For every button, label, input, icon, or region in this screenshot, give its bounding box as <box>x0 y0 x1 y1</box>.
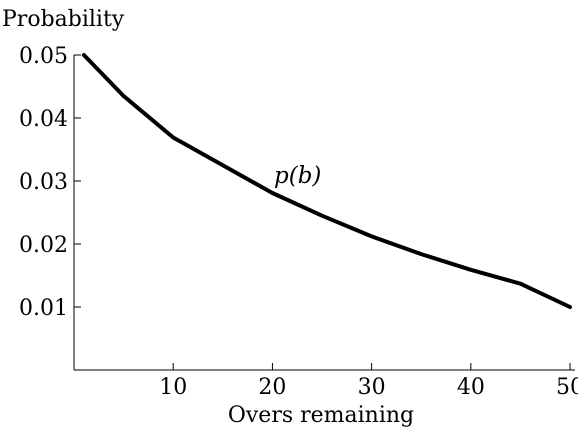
series-layer <box>81 53 572 309</box>
y-tick-label: 0.05 <box>19 44 68 69</box>
curve-annotation: p(b) <box>274 163 321 189</box>
x-tick-label: 10 <box>159 375 187 400</box>
x-tick-label: 50 <box>556 375 578 400</box>
axes <box>73 55 575 371</box>
x-axis-title: Overs remaining <box>228 403 414 428</box>
y-tick-label: 0.03 <box>19 170 68 195</box>
y-tick-label: 0.02 <box>19 233 68 258</box>
probability-curve <box>81 53 572 309</box>
x-tick-label: 40 <box>457 375 485 400</box>
ticks: 10 20 30 40 50 0.01 0.02 0.03 0.04 0.05 <box>19 44 578 400</box>
x-tick-label: 20 <box>258 375 286 400</box>
y-tick-label: 0.04 <box>19 107 68 132</box>
y-axis-title: Probability <box>2 7 125 32</box>
y-tick-label: 0.01 <box>19 296 68 321</box>
x-tick-label: 30 <box>358 375 386 400</box>
